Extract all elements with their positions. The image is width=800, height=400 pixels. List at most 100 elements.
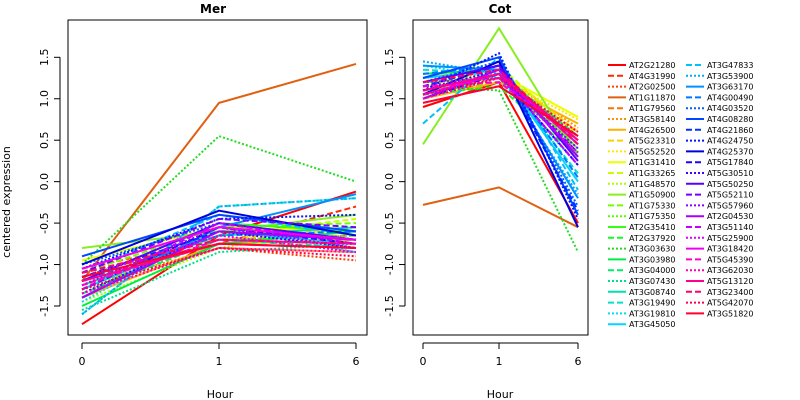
y-tick-label: 0.0	[383, 173, 396, 191]
legend-label: AT3G03980	[629, 255, 675, 264]
series-lines	[422, 26, 579, 253]
legend-label: AT1G79560	[629, 104, 675, 113]
legend-label: AT5G23310	[629, 137, 675, 146]
legend-label: AT3G62030	[707, 266, 753, 275]
y-tick-label: 1.5	[383, 49, 396, 66]
legend-label: AT4G08280	[707, 115, 753, 124]
legend-label: AT1G33265	[629, 169, 675, 178]
legend-label: AT5G57960	[707, 201, 753, 210]
panel-cot: Cot Hour -1.5 -1.0 -0.5 0.0 0.5 1.0 1.5 0 1 6	[383, 2, 589, 400]
legend-label: AT4G24750	[707, 137, 753, 146]
legend-label: AT2G35410	[629, 223, 675, 232]
series-line-at3g19810	[81, 226, 357, 303]
series-line-at3g18420	[81, 226, 357, 270]
legend-label: AT5G45390	[707, 255, 753, 264]
series-line-at4g03520	[422, 60, 579, 207]
legend-label: AT4G00490	[707, 93, 753, 102]
legend-label: AT1G11870	[629, 93, 675, 102]
series-line-at4g25370	[81, 209, 357, 266]
y-tick-label: -0.5	[383, 212, 396, 233]
legend-label: AT4G31990	[629, 72, 675, 81]
legend-label: AT1G75330	[629, 201, 675, 210]
legend-label: AT3G03630	[629, 245, 675, 254]
legend-label: AT1G50900	[629, 191, 675, 200]
y-tick-label: -1.0	[38, 254, 51, 275]
legend-label: AT3G63170	[707, 83, 753, 92]
y-tick-label: -1.5	[38, 295, 51, 316]
y-tick-label: -1.0	[383, 254, 396, 275]
plot-frame	[67, 19, 368, 336]
series-line-at3g51140	[81, 222, 357, 291]
y-tick-label: 0.5	[38, 131, 51, 149]
panel-title: Mer	[200, 2, 226, 16]
legend-label: AT3G19810	[629, 309, 675, 318]
series-line-at1g48570	[81, 226, 357, 303]
y-tick-label: 0.5	[383, 131, 396, 149]
panel-title: Cot	[489, 2, 512, 16]
legend-label: AT3G53900	[707, 72, 753, 81]
legend-label: AT3G58140	[629, 115, 675, 124]
legend-label: AT5G52520	[629, 147, 675, 156]
series-line-at1g75350	[422, 72, 579, 150]
series-line-at3g51820	[81, 242, 357, 278]
legend-label: AT2G21280	[629, 61, 675, 70]
series-line-at3g23400	[81, 238, 357, 274]
legend-label: AT5G52110	[707, 191, 753, 200]
x-tick-label: 6	[575, 355, 582, 368]
series-line-at3g62030	[422, 76, 579, 137]
legend-label: AT3G04000	[629, 266, 675, 275]
x-axis-label: Hour	[207, 388, 234, 400]
legend-label: AT4G03520	[707, 104, 753, 113]
y-tick-label: 1.0	[38, 90, 51, 108]
legend-label: AT5G17840	[707, 158, 753, 167]
legend-label: AT1G48570	[629, 180, 675, 189]
legend-label: AT4G21860	[707, 126, 753, 135]
y-tick-label: 1.0	[383, 90, 396, 108]
x-axis-label: Hour	[487, 388, 514, 400]
legend-label: AT3G45050	[629, 320, 675, 329]
series-line-at4g24750	[422, 51, 579, 220]
y-tick-label: 0.0	[38, 173, 51, 191]
legend-label: AT5G50250	[707, 180, 753, 189]
y-tick-label: -1.5	[383, 295, 396, 316]
legend-label: AT3G23400	[707, 288, 753, 297]
legend-label: AT4G26500	[629, 126, 675, 135]
series-lines	[81, 62, 357, 326]
legend-label: AT2G37920	[629, 234, 675, 243]
series-line-at3g51820	[422, 85, 579, 137]
panel-mer: Mer Hour -1.5 -1.0 -0.5 0.0 0.5 1.0 1.5 0 1 6	[38, 2, 368, 400]
x-tick-label: 0	[79, 355, 86, 368]
legend-label: AT3G18420	[707, 245, 753, 254]
series-line-at3g53900	[81, 197, 357, 316]
series-line-at4g08280	[81, 213, 357, 258]
legend-label: AT1G75350	[629, 212, 675, 221]
legend-label: AT2G02500	[629, 83, 675, 92]
series-line-at3g62030	[81, 246, 357, 295]
series-line-at5g42070	[422, 76, 579, 133]
legend-label: AT1G31410	[629, 158, 675, 167]
legend-label: AT3G07430	[629, 277, 675, 286]
series-line-at1g11870	[422, 186, 579, 229]
legend-label: AT5G13120	[707, 277, 753, 286]
plot-frame	[412, 19, 589, 336]
legend-label: AT3G19490	[629, 299, 675, 308]
legend-label: AT3G51820	[707, 309, 753, 318]
series-line-at3g03630	[81, 134, 357, 266]
legend-label: AT3G51140	[707, 223, 753, 232]
x-tick-label: 0	[420, 355, 427, 368]
x-tick-label: 6	[353, 355, 360, 368]
y-tick-label: -0.5	[38, 212, 51, 233]
series-line-at1g11870	[81, 62, 357, 282]
x-tick-label: 1	[496, 355, 503, 368]
legend-label: AT2G04530	[707, 212, 753, 221]
legend-label: AT3G47833	[707, 61, 753, 70]
y-tick-label: 1.5	[38, 49, 51, 66]
legend-label: AT5G30510	[707, 169, 753, 178]
series-line-at5g45390	[422, 81, 579, 142]
legend-label: AT3G08740	[629, 288, 675, 297]
x-tick-label: 1	[216, 355, 223, 368]
legend-label: AT4G25370	[707, 147, 753, 156]
legend-label: AT5G42070	[707, 299, 753, 308]
